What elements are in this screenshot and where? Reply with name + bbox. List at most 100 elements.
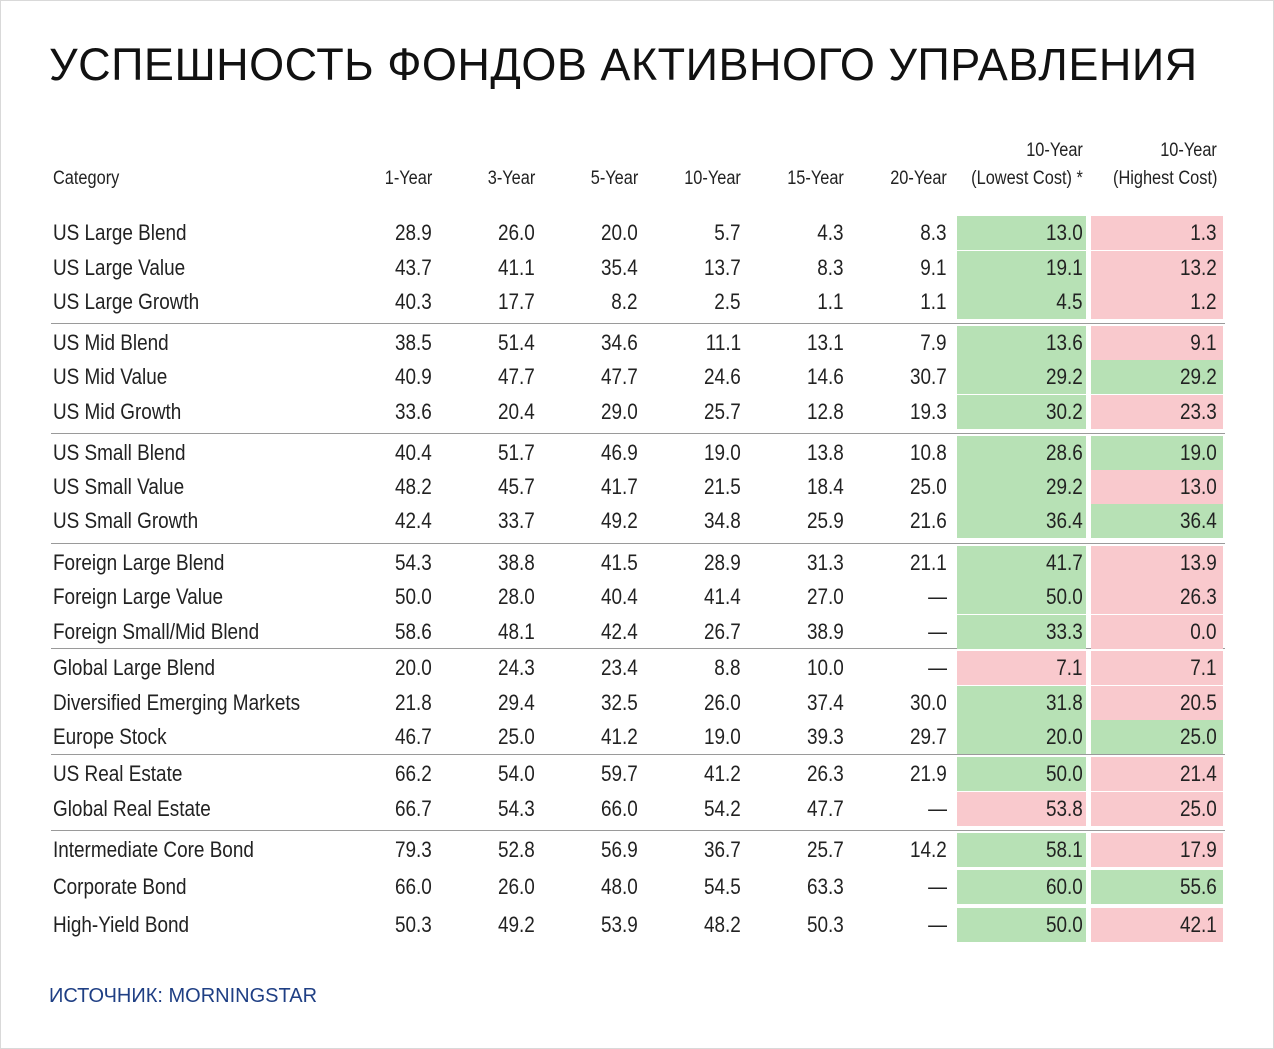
row-category: Diversified Emerging Markets (53, 690, 301, 715)
group-separator (51, 543, 1225, 544)
header-category: Category (53, 168, 120, 189)
group-separator (51, 433, 1225, 434)
lowest-cost-highlight (957, 792, 1086, 826)
highest-cost-highlight (1091, 757, 1223, 791)
row-category: Global Real Estate (53, 796, 211, 821)
table-cell: 47.7 (601, 364, 638, 389)
table-cell: 38.5 (395, 330, 432, 355)
lowest-cost-highlight (957, 833, 1086, 867)
table-cell: 13.7 (704, 255, 741, 280)
table-cell: 17.7 (498, 289, 535, 314)
table-cell: 5.7 (714, 220, 741, 245)
lowest-cost-highlight (957, 470, 1086, 504)
table-cell: 26.7 (704, 619, 741, 644)
highest-cost-highlight (1091, 908, 1223, 942)
table-cell: 50.3 (395, 912, 432, 937)
highest-cost-highlight (1091, 216, 1223, 250)
table-cell: 53.8 (1046, 796, 1083, 821)
table-cell: 54.0 (498, 761, 535, 786)
source-caption: ИСТОЧНИК: MORNINGSTAR (49, 985, 318, 1007)
lowest-cost-highlight (957, 504, 1086, 538)
table-cell: 43.7 (395, 255, 432, 280)
table-cell: 48.2 (704, 912, 741, 937)
table-cell: 28.0 (498, 584, 535, 609)
table-cell: 54.3 (395, 550, 432, 575)
table-cell: 13.6 (1046, 330, 1083, 355)
table-cell: 28.9 (395, 220, 432, 245)
table-cell: 28.6 (1046, 440, 1083, 465)
table-cell: 39.3 (807, 724, 844, 749)
table-cell: 31.3 (807, 550, 844, 575)
table-cell: 66.0 (395, 874, 432, 899)
table-cell: 1.3 (1190, 220, 1217, 245)
table-cell: 14.2 (910, 837, 947, 862)
table-cell: 41.2 (704, 761, 741, 786)
table-cell: 41.5 (601, 550, 638, 575)
table-cell: 29.2 (1046, 364, 1083, 389)
table-cell: — (928, 796, 947, 821)
table-cell: 42.4 (395, 508, 432, 533)
table-cell: 9.1 (1190, 330, 1217, 355)
table-cell: 8.2 (611, 289, 638, 314)
lowest-cost-highlight (957, 395, 1086, 429)
lowest-cost-highlight (957, 686, 1086, 720)
highest-cost-highlight (1091, 326, 1223, 360)
table-cell: 29.2 (1046, 474, 1083, 499)
table-cell: 36.4 (1046, 508, 1083, 533)
lowest-cost-highlight (957, 651, 1086, 685)
highest-cost-highlight (1091, 720, 1223, 754)
table-cell: 48.0 (601, 874, 638, 899)
row-category: US Mid Blend (53, 330, 169, 355)
lowest-cost-highlight (957, 360, 1086, 394)
highest-cost-highlight (1091, 615, 1223, 649)
table-cell: 8.3 (920, 220, 947, 245)
table-cell: 21.6 (910, 508, 947, 533)
row-category: US Real Estate (53, 761, 183, 786)
table-cell: 13.0 (1180, 474, 1217, 499)
table-cell: 10.8 (910, 440, 947, 465)
table-cell: 49.2 (601, 508, 638, 533)
table-cell: 8.8 (714, 655, 741, 680)
table-cell: 36.7 (704, 837, 741, 862)
table-cell: 13.2 (1180, 255, 1217, 280)
row-category: US Large Growth (53, 289, 200, 314)
table-cell: 26.0 (498, 220, 535, 245)
table-cell: — (928, 912, 947, 937)
table-cell: 10.0 (807, 655, 844, 680)
table-cell: 50.0 (1046, 912, 1083, 937)
group-separator (51, 830, 1225, 831)
table-cell: 35.4 (601, 255, 638, 280)
row-category: Europe Stock (53, 724, 167, 749)
table-cell: 20.0 (395, 655, 432, 680)
table-cell: 66.0 (601, 796, 638, 821)
table-cell: 24.6 (704, 364, 741, 389)
header-col-3: 5-Year (590, 168, 638, 189)
table-cell: 66.7 (395, 796, 432, 821)
table-cell: 30.7 (910, 364, 947, 389)
page-title: УСПЕШНОСТЬ ФОНДОВ АКТИВНОГО УПРАВЛЕНИЯ (49, 39, 1198, 90)
table-cell: 32.5 (601, 690, 638, 715)
lowest-cost-highlight (957, 216, 1086, 250)
row-category: Intermediate Core Bond (53, 837, 254, 862)
table-cell: 53.9 (601, 912, 638, 937)
lowest-cost-highlight (957, 546, 1086, 580)
table-cell: 25.0 (498, 724, 535, 749)
table-cell: 33.6 (395, 399, 432, 424)
table-cell: 13.1 (807, 330, 844, 355)
table-cell: 66.2 (395, 761, 432, 786)
table-cell: 25.7 (807, 837, 844, 862)
highest-cost-highlight (1091, 651, 1223, 685)
table-cell: 41.4 (704, 584, 741, 609)
lowest-cost-highlight (957, 870, 1086, 904)
lowest-cost-highlight (957, 326, 1086, 360)
lowest-cost-highlight (957, 580, 1086, 614)
table-cell: 29.7 (910, 724, 947, 749)
lowest-cost-highlight (957, 757, 1086, 791)
table-cell: 29.0 (601, 399, 638, 424)
row-category: US Large Value (53, 255, 186, 280)
highest-cost-highlight (1091, 546, 1223, 580)
table-cell: 40.4 (601, 584, 638, 609)
header-col-8-line1: 10-Year (1160, 140, 1217, 161)
table-cell: 34.6 (601, 330, 638, 355)
table-cell: 11.1 (705, 330, 741, 355)
